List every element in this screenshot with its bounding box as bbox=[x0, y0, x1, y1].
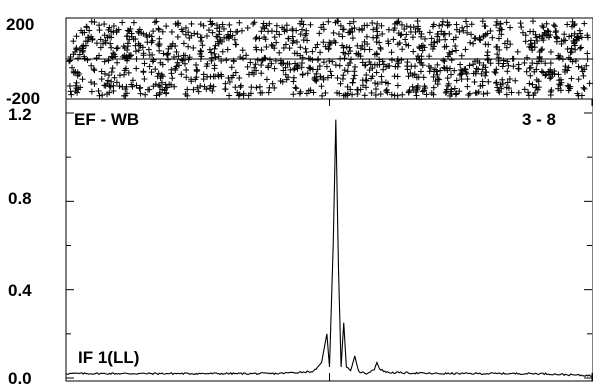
amp-ytick-label-0.4: 0.4 bbox=[8, 281, 32, 300]
amplitude-series-line bbox=[65, 119, 593, 377]
amp-ytick-label-1.2: 1.2 bbox=[8, 105, 32, 124]
phase-points bbox=[66, 18, 593, 99]
phase-ytick-label-top: 200 bbox=[6, 15, 34, 34]
if-band-label: IF 1(LL) bbox=[78, 348, 139, 367]
baseline-label: EF - WB bbox=[74, 110, 139, 129]
amplitude-panel: 1.2 0.8 0.4 0.0 EF - WB 3 - 8 IF 1(LL) bbox=[8, 98, 593, 385]
amplitude-xticks bbox=[65, 99, 593, 381]
phase-panel: 200 -200 bbox=[6, 15, 593, 108]
phase-ytick-label-bottom: -200 bbox=[6, 89, 40, 108]
amplitude-panel-frame bbox=[65, 98, 593, 382]
amp-ytick-label-0.8: 0.8 bbox=[8, 189, 32, 208]
scan-label: 3 - 8 bbox=[522, 110, 556, 129]
amp-ytick-label-0.0: 0.0 bbox=[8, 369, 32, 385]
amplitude-yticks bbox=[66, 112, 592, 379]
